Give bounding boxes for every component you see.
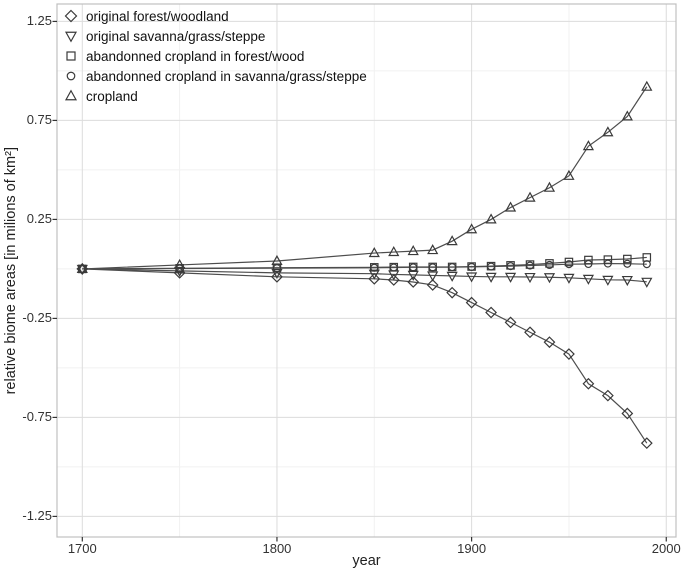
x-axis-title: year [352,553,381,569]
legend-label: original savanna/grass/steppe [86,28,266,44]
axis-ticks [52,20,667,542]
series-markers-triangle-up [76,80,653,273]
y-tick-label: 0.75 [26,112,52,128]
legend: original forest/woodland original savann… [62,6,367,106]
x-tick-label: 1800 [262,541,292,556]
triangle-down-marker-icon [62,27,80,45]
legend-label: cropland [86,88,138,104]
legend-item-original-forest: original forest/woodland [62,6,367,26]
panel-border [56,3,677,538]
series-triangle-down [82,268,647,283]
series-markers-circle [78,259,651,273]
legend-label: abandonned cropland in savanna/grass/ste… [86,68,367,84]
legend-item-abandoned-savanna: abandonned cropland in savanna/grass/ste… [62,66,367,86]
y-tick-label: -1.25 [22,508,52,524]
series-triangle-up [82,86,648,270]
y-tick-label: 1.25 [26,13,52,29]
legend-item-original-savanna: original savanna/grass/steppe [62,26,367,46]
series-circle [82,262,647,270]
legend-label: abandonned cropland in forest/wood [86,48,305,64]
diamond-marker-icon [62,7,80,25]
x-tick-label: 1900 [457,541,487,556]
y-tick-label: -0.75 [22,409,52,425]
x-tick-label: 2000 [651,541,681,556]
triangle-up-marker-icon [62,87,80,105]
x-tick-label: 1700 [67,541,97,556]
square-marker-icon [62,47,80,65]
y-tick-label: 0.25 [26,211,52,227]
series-markers-diamond [76,263,653,450]
series-markers-square [78,253,652,274]
series-markers-triangle-down [76,264,653,288]
y-axis-title: relative biome areas [in milions of km²] [3,146,19,395]
circle-marker-icon [62,67,80,85]
y-tick-label: -0.25 [22,310,52,326]
legend-item-cropland: cropland [62,86,367,106]
legend-item-abandoned-forest: abandonned cropland in forest/wood [62,46,367,66]
legend-label: original forest/woodland [86,8,229,24]
y-axis-title-wrap: relative biome areas [in milions of km²] [0,0,22,541]
grid-major [57,4,676,537]
